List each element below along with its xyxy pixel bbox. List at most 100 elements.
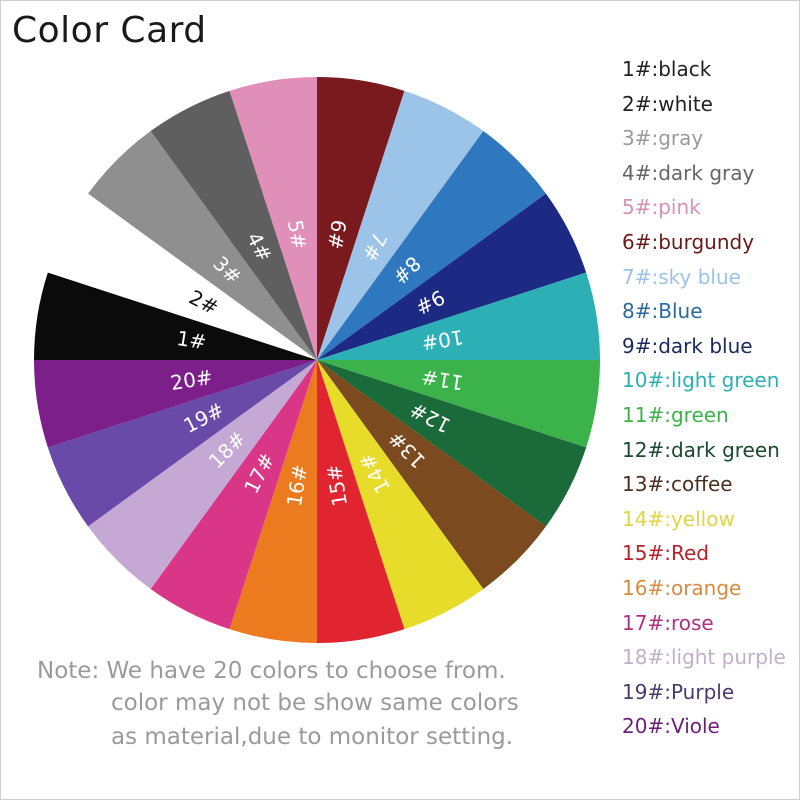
color-slice-15 — [317, 360, 405, 643]
legend-color-name: Blue — [658, 299, 703, 324]
color-slice-14 — [317, 360, 484, 630]
legend-item-4: 4#:dark gray — [622, 159, 786, 194]
legend-item-17: 17#:rose — [622, 609, 786, 644]
legend-number: 5# — [622, 195, 652, 220]
legend-separator: : — [651, 160, 659, 185]
legend-color-name: dark green — [670, 437, 780, 462]
color-slice-5 — [229, 77, 317, 360]
legend-item-2: 2#:white — [622, 90, 786, 125]
legend-item-19: 19#:Purple — [622, 678, 786, 713]
legend-number: 19# — [622, 679, 665, 704]
legend-number: 13# — [622, 472, 665, 497]
legend-color-name: burgundy — [658, 229, 755, 254]
legend-separator: : — [664, 472, 671, 497]
legend-color-name: Red — [670, 541, 709, 566]
legend-number: 7# — [622, 264, 652, 289]
color-slice-2 — [47, 193, 317, 360]
legend-item-16: 16#:orange — [622, 574, 786, 609]
color-slice-7 — [317, 90, 484, 360]
legend-separator: : — [651, 195, 659, 220]
slice-label-5: 5# — [283, 218, 311, 251]
legend-color-name: yellow — [670, 506, 735, 531]
color-slice-4 — [150, 90, 317, 360]
legend-item-8: 8#:Blue — [622, 297, 786, 332]
legend-color-name: rose — [670, 610, 714, 635]
color-slice-17 — [150, 360, 317, 630]
note-line-2: color may not be show same colors — [111, 690, 519, 716]
page-title: Color Card — [12, 10, 207, 51]
legend-number: 8# — [622, 299, 652, 324]
legend-separator: : — [664, 368, 671, 393]
legend-item-12: 12#:dark green — [622, 436, 786, 471]
legend-separator: : — [664, 402, 671, 427]
note-line-1: Note: We have 20 colors to choose from. — [37, 658, 506, 684]
legend-separator: : — [664, 679, 671, 704]
slice-label-1: 1# — [175, 326, 208, 354]
color-slice-8 — [317, 131, 546, 360]
legend-number: 17# — [622, 610, 665, 635]
color-slice-11 — [317, 360, 600, 448]
color-slice-1 — [34, 272, 317, 360]
legend-color-name: light purple — [670, 645, 786, 670]
color-slice-19 — [47, 360, 317, 527]
legend-separator: : — [664, 506, 671, 531]
legend-color-name: dark gray — [658, 160, 755, 185]
legend-item-3: 3#:gray — [622, 124, 786, 159]
color-slice-12 — [317, 360, 587, 527]
legend-separator: : — [664, 645, 671, 670]
slice-label-6: 6# — [323, 218, 351, 251]
legend-number: 18# — [622, 645, 665, 670]
legend-item-14: 14#:yellow — [622, 505, 786, 540]
legend-separator: : — [664, 575, 671, 600]
legend-item-7: 7#:sky blue — [622, 263, 786, 298]
legend-color-name: green — [670, 402, 729, 427]
legend-item-18: 18#:light purple — [622, 643, 786, 678]
legend-item-6: 6#:burgundy — [622, 228, 786, 263]
color-slice-6 — [317, 77, 405, 360]
legend-separator: : — [651, 264, 659, 289]
legend-number: 6# — [622, 229, 652, 254]
legend-separator: : — [651, 333, 659, 358]
legend-item-20: 20#:Viole — [622, 712, 786, 747]
color-slice-18 — [88, 360, 317, 589]
color-slice-13 — [317, 360, 546, 589]
legend-number: 20# — [622, 714, 665, 739]
legend-number: 4# — [622, 160, 652, 185]
legend-number: 3# — [622, 126, 652, 151]
legend-separator: : — [651, 91, 659, 116]
legend-separator: : — [664, 437, 671, 462]
legend-number: 1# — [622, 57, 652, 81]
legend-item-10: 10#:light green — [622, 366, 786, 401]
legend-separator: : — [651, 229, 659, 254]
color-slice-16 — [229, 360, 317, 643]
legend-item-1: 1#:black — [622, 55, 786, 90]
legend-color-name: dark blue — [658, 333, 753, 358]
legend-item-11: 11#:green — [622, 401, 786, 436]
legend-number: 15# — [622, 541, 665, 566]
legend-number: 16# — [622, 575, 665, 600]
note-line-3: as material,due to monitor setting. — [111, 724, 514, 750]
color-slice-10 — [317, 272, 600, 360]
legend-number: 14# — [622, 506, 665, 531]
legend-item-13: 13#:coffee — [622, 470, 786, 505]
legend-separator: : — [664, 610, 671, 635]
legend-color-name: light green — [670, 368, 780, 393]
legend-color-name: gray — [658, 126, 704, 151]
legend-item-15: 15#:Red — [622, 539, 786, 574]
legend-separator: : — [651, 299, 659, 324]
legend-item-9: 9#:dark blue — [622, 332, 786, 367]
legend-color-name: sky blue — [658, 264, 741, 289]
legend-number: 12# — [622, 437, 665, 462]
legend-color-name: white — [658, 91, 713, 116]
legend-number: 9# — [622, 333, 652, 358]
legend-color-name: coffee — [670, 472, 733, 497]
legend-color-name: Viole — [670, 714, 720, 739]
legend-separator: : — [664, 714, 671, 739]
legend-number: 11# — [622, 402, 665, 427]
color-legend: 1#:black 2#:white 3#:gray 4#:dark gray 5#:pi… — [622, 55, 786, 747]
legend-color-name: Purple — [670, 679, 735, 704]
legend-number: 10# — [622, 368, 665, 393]
legend-color-name: orange — [670, 575, 742, 600]
legend-item-5: 5#:pink — [622, 193, 786, 228]
color-slice-9 — [317, 193, 587, 360]
